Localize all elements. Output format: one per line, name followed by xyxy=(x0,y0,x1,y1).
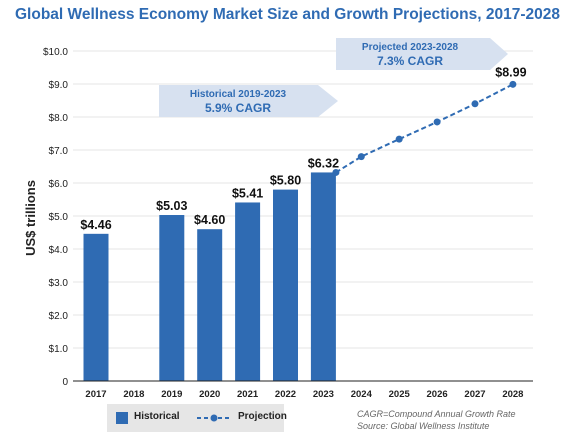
bar-value-label: $6.32 xyxy=(308,156,339,170)
x-tick-label: 2017 xyxy=(85,389,106,400)
projection-end-label: $8.99 xyxy=(495,65,526,79)
annotation-projected-line1: Projected 2023-2028 xyxy=(362,42,459,53)
annotation-historical-line1: Historical 2019-2023 xyxy=(190,89,287,100)
x-tick-label: 2024 xyxy=(351,389,373,400)
bar-value-label: $5.41 xyxy=(232,186,263,200)
x-tick-label: 2018 xyxy=(123,389,144,400)
bar xyxy=(197,229,223,381)
bar-value-label: $5.80 xyxy=(270,174,301,188)
annotation-historical: Historical 2019-2023 5.9% CAGR xyxy=(159,85,338,117)
y-gridlines xyxy=(73,50,533,349)
y-tick-label: $9.0 xyxy=(49,80,69,91)
projection-point xyxy=(471,100,479,108)
y-tick-label: $8.0 xyxy=(49,113,69,124)
y-tick-label: $10.0 xyxy=(43,47,68,58)
bar-value-labels: $4.46 $5.03 $4.60 $5.41 $5.80 $6.32 xyxy=(80,156,339,231)
x-tick-label: 2023 xyxy=(313,389,334,400)
x-tick-label: 2019 xyxy=(161,389,182,400)
legend-historical-label: Historical xyxy=(134,411,180,422)
footnote-cagr: CAGR=Compound Annual Growth Rate xyxy=(357,409,516,419)
footnote-source: Source: Global Wellness Institute xyxy=(357,421,490,431)
y-tick-label: 0 xyxy=(62,377,68,388)
x-tick-label: 2022 xyxy=(275,389,296,400)
projection-point xyxy=(332,168,340,176)
historical-bars xyxy=(83,172,336,381)
y-tick-label: $5.0 xyxy=(49,212,69,223)
annotation-projected-line2: 7.3% CAGR xyxy=(377,54,443,68)
x-tick-labels: 2017 2018 2019 2020 2021 2022 2023 2024 2025 2026… xyxy=(85,389,523,400)
x-tick-label: 2026 xyxy=(427,389,448,400)
y-tick-label: $7.0 xyxy=(49,146,69,157)
bar xyxy=(273,189,298,381)
annotation-historical-line2: 5.9% CAGR xyxy=(205,101,271,115)
projection-line-path xyxy=(335,83,514,174)
bar-value-label: $4.60 xyxy=(194,213,225,227)
projection-point xyxy=(395,135,403,143)
bar xyxy=(310,172,336,381)
projection-point xyxy=(357,153,365,161)
y-tick-label: $4.0 xyxy=(49,245,69,256)
legend-projection-label: Projection xyxy=(238,411,287,422)
bar xyxy=(159,215,185,381)
y-tick-label: $1.0 xyxy=(49,344,69,355)
x-tick-label: 2028 xyxy=(502,389,523,400)
projection-point xyxy=(509,80,517,88)
annotation-projected-arrow xyxy=(336,38,508,70)
annotation-historical-arrow xyxy=(159,85,338,117)
x-tick-label: 2021 xyxy=(237,389,259,400)
y-tick-label: $3.0 xyxy=(49,278,69,289)
y-tick-label: $6.0 xyxy=(49,179,69,190)
annotation-projected: Projected 2023-2028 7.3% CAGR xyxy=(336,38,508,70)
projection-point xyxy=(433,118,441,126)
y-axis-label: US$ trillions xyxy=(23,180,38,256)
x-tick-label: 2020 xyxy=(199,389,220,400)
projection-line: $8.99 xyxy=(332,65,527,176)
legend-projection-swatch xyxy=(197,414,231,422)
y-tick-label: $2.0 xyxy=(49,311,69,322)
bar xyxy=(235,202,261,381)
bar xyxy=(83,233,109,381)
chart-title: Global Wellness Economy Market Size and … xyxy=(15,6,560,23)
x-tick-label: 2025 xyxy=(389,389,411,400)
y-tick-labels: 0 $1.0 $2.0 $3.0 $4.0 $5.0 $6.0 $7.0 $8.0 $9.0 $10… xyxy=(43,47,68,388)
legend: Historical Projection xyxy=(107,404,287,432)
legend-historical-swatch xyxy=(116,412,128,424)
x-tick-label: 2027 xyxy=(464,389,485,400)
bar-value-label: $5.03 xyxy=(156,199,187,213)
bar-value-label: $4.46 xyxy=(80,218,111,232)
